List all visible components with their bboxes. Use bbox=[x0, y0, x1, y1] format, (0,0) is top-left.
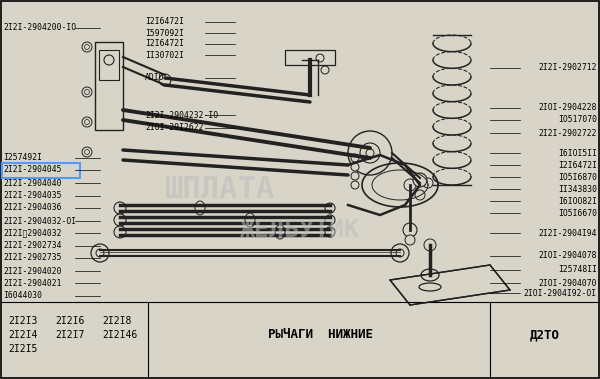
Text: IO517070: IO517070 bbox=[558, 116, 597, 124]
Circle shape bbox=[351, 172, 359, 180]
Circle shape bbox=[114, 202, 126, 214]
Circle shape bbox=[424, 239, 436, 251]
Circle shape bbox=[351, 154, 359, 162]
Text: 2I2I8: 2I2I8 bbox=[102, 316, 131, 326]
Text: 2I2I-2904021: 2I2I-2904021 bbox=[3, 279, 62, 288]
Circle shape bbox=[403, 223, 417, 237]
Text: ADIO: ADIO bbox=[145, 74, 164, 83]
Text: Д2ТО: Д2ТО bbox=[530, 329, 560, 341]
Text: 2I2I-2902712: 2I2I-2902712 bbox=[539, 64, 597, 72]
Text: 2I2I⁁2904032: 2I2I⁁2904032 bbox=[3, 229, 62, 238]
Circle shape bbox=[348, 131, 392, 175]
Circle shape bbox=[96, 249, 104, 257]
Text: II343830: II343830 bbox=[558, 185, 597, 194]
Text: 2I2I-2904020: 2I2I-2904020 bbox=[3, 266, 62, 276]
Ellipse shape bbox=[275, 225, 285, 239]
Ellipse shape bbox=[421, 269, 439, 281]
Bar bbox=[285, 50, 335, 65]
Text: 2I2I-2902735: 2I2I-2902735 bbox=[3, 254, 62, 263]
Circle shape bbox=[396, 249, 404, 257]
Text: I2I6472I: I2I6472I bbox=[558, 160, 597, 169]
Text: I597092I: I597092I bbox=[145, 28, 184, 38]
Text: 2IOI-2904070: 2IOI-2904070 bbox=[539, 279, 597, 288]
Circle shape bbox=[351, 181, 359, 189]
Text: ШПЛАТА: ШПЛАТА bbox=[165, 175, 275, 205]
Bar bbox=[99, 50, 119, 80]
Text: 2IOI-29I2622: 2IOI-29I2622 bbox=[145, 124, 203, 133]
Circle shape bbox=[114, 214, 126, 226]
Text: 2I2I4: 2I2I4 bbox=[8, 330, 37, 340]
Circle shape bbox=[413, 173, 427, 187]
Circle shape bbox=[405, 235, 415, 245]
Circle shape bbox=[404, 179, 416, 191]
Text: II30702I: II30702I bbox=[145, 50, 184, 60]
Circle shape bbox=[114, 226, 126, 238]
Text: 2I2I-2904040: 2I2I-2904040 bbox=[3, 179, 62, 188]
Text: 2I2I-2902722: 2I2I-2902722 bbox=[539, 128, 597, 138]
Text: 2I2I5: 2I2I5 bbox=[8, 344, 37, 354]
Circle shape bbox=[391, 244, 409, 262]
Text: 2I2I46: 2I2I46 bbox=[102, 330, 137, 340]
Text: I6044030: I6044030 bbox=[3, 291, 42, 301]
Circle shape bbox=[360, 143, 380, 163]
Bar bbox=[95, 42, 123, 130]
Text: ЖЕЛБУТИК: ЖЕЛБУТИК bbox=[240, 218, 360, 242]
Circle shape bbox=[351, 163, 359, 171]
Circle shape bbox=[325, 227, 335, 237]
Circle shape bbox=[325, 203, 335, 213]
Text: I25748II: I25748II bbox=[558, 266, 597, 274]
Ellipse shape bbox=[419, 283, 441, 291]
Bar bbox=[2, 163, 80, 178]
Text: IO5I6870: IO5I6870 bbox=[558, 172, 597, 182]
Circle shape bbox=[366, 149, 374, 157]
Text: 2I2I-2902734: 2I2I-2902734 bbox=[3, 241, 62, 251]
Text: 2I2I-2904200-IO: 2I2I-2904200-IO bbox=[3, 23, 76, 33]
Text: 2I2I-2904032-OI: 2I2I-2904032-OI bbox=[3, 216, 76, 226]
Text: I6IOI5II: I6IOI5II bbox=[558, 149, 597, 158]
Text: 2I2I-2904036: 2I2I-2904036 bbox=[3, 204, 62, 213]
Text: 2I2I7: 2I2I7 bbox=[55, 330, 85, 340]
Text: I257492I: I257492I bbox=[3, 153, 42, 163]
Text: 2I2I-2904045: 2I2I-2904045 bbox=[3, 166, 62, 174]
Text: 2I2I6: 2I2I6 bbox=[55, 316, 85, 326]
Text: 2IOI-2904I92-OI: 2IOI-2904I92-OI bbox=[524, 288, 597, 298]
Text: I2I6472I: I2I6472I bbox=[145, 39, 184, 49]
Text: 2I2I3: 2I2I3 bbox=[8, 316, 37, 326]
Circle shape bbox=[325, 215, 335, 225]
Ellipse shape bbox=[195, 201, 205, 215]
Text: IO5I6670: IO5I6670 bbox=[558, 208, 597, 218]
Text: 2IOI-2904228: 2IOI-2904228 bbox=[539, 103, 597, 113]
Ellipse shape bbox=[245, 213, 255, 227]
Text: 2I2I-2904I94: 2I2I-2904I94 bbox=[539, 229, 597, 238]
Text: 2I2I-2904035: 2I2I-2904035 bbox=[3, 191, 62, 200]
Circle shape bbox=[91, 244, 109, 262]
Text: 2I2I-2904232-IO: 2I2I-2904232-IO bbox=[145, 111, 218, 119]
Text: I2I6472I: I2I6472I bbox=[145, 17, 184, 27]
Text: I6IOO82I: I6IOO82I bbox=[558, 196, 597, 205]
Text: 2IOI-2904078: 2IOI-2904078 bbox=[539, 252, 597, 260]
Text: РЫЧАГИ  НИЖНИЕ: РЫЧАГИ НИЖНИЕ bbox=[268, 329, 373, 341]
